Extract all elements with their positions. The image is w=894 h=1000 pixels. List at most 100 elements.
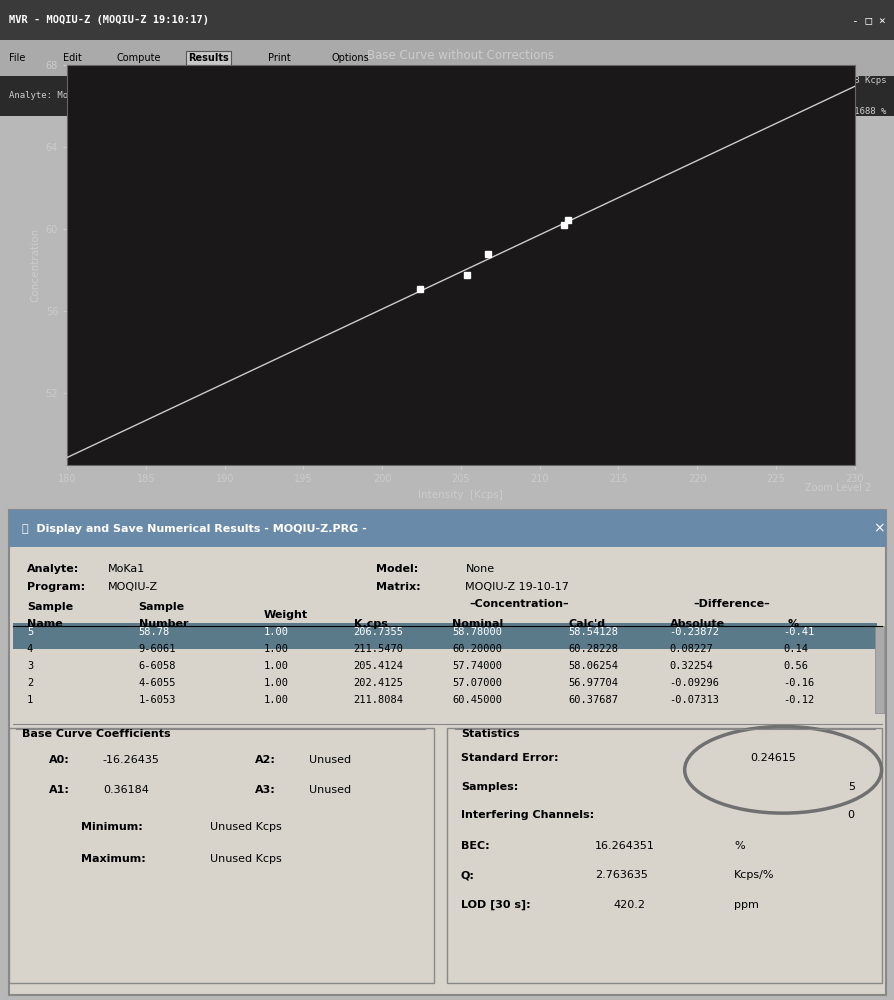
Text: Statistics: Statistics: [460, 729, 519, 739]
Bar: [0, 76, 894, 116]
Text: 0.32254: 0.32254: [669, 661, 713, 671]
Text: 58.06254: 58.06254: [568, 661, 618, 671]
Text: 60.45000: 60.45000: [451, 695, 502, 705]
Bar: [13, 623, 876, 649]
Text: 58.54128: 58.54128: [568, 627, 618, 637]
Bar: [0, 40, 894, 76]
Text: 1: 1: [27, 695, 33, 705]
Text: 58.78: 58.78: [139, 627, 170, 637]
Text: -0.12: -0.12: [782, 695, 814, 705]
Text: Absolute: Absolute: [669, 619, 724, 629]
Text: 58.78000: 58.78000: [451, 627, 502, 637]
Text: Number: Number: [139, 619, 188, 629]
Text: 57.07000: 57.07000: [451, 678, 502, 688]
Text: File: File: [9, 53, 25, 63]
Text: Maximum:: Maximum:: [80, 854, 145, 864]
Text: -0.07313: -0.07313: [669, 695, 719, 705]
Text: 0.14: 0.14: [782, 644, 807, 654]
Text: Print: Print: [268, 53, 291, 63]
Text: 9-6061: 9-6061: [139, 644, 176, 654]
Text: Standard Error:: Standard Error:: [460, 753, 558, 763]
Text: Analyte:: Analyte:: [27, 564, 79, 574]
Text: 183.568 Kcps: 183.568 Kcps: [821, 76, 885, 85]
Text: Program:: Program:: [27, 582, 85, 592]
Text: Calc'd: Calc'd: [568, 619, 604, 629]
Text: 4-6055: 4-6055: [139, 678, 176, 688]
Text: -0.09296: -0.09296: [669, 678, 719, 688]
Text: Unused: Unused: [308, 755, 350, 765]
Text: -16.26435: -16.26435: [103, 755, 160, 765]
Text: 1.00: 1.00: [264, 644, 289, 654]
Text: 202.4125: 202.4125: [353, 678, 403, 688]
Text: Unused: Unused: [308, 785, 350, 795]
Text: 2.763635: 2.763635: [595, 870, 647, 880]
Text: Results: Results: [188, 53, 229, 63]
Text: Sample: Sample: [27, 602, 73, 612]
Text: Model:: Model:: [375, 564, 417, 574]
Text: 206.7355: 206.7355: [353, 627, 403, 637]
Text: Matrix:: Matrix:: [375, 582, 420, 592]
Text: A3:: A3:: [255, 785, 275, 795]
Text: Compute: Compute: [116, 53, 161, 63]
Text: MOQIU-Z: MOQIU-Z: [107, 582, 157, 592]
Text: Edit: Edit: [63, 53, 81, 63]
Text: 2: 2: [27, 678, 33, 688]
Text: Sample: Sample: [139, 602, 185, 612]
Text: 16.264351: 16.264351: [595, 841, 654, 851]
Text: Options: Options: [331, 53, 368, 63]
FancyBboxPatch shape: [9, 728, 434, 983]
Text: %: %: [787, 619, 797, 629]
Text: 211.5470: 211.5470: [353, 644, 403, 654]
Text: MOQIU-Z 19-10-17: MOQIU-Z 19-10-17: [465, 582, 569, 592]
Text: Q:: Q:: [460, 870, 475, 880]
Text: Kcps/%: Kcps/%: [733, 870, 773, 880]
Text: MoKa1: MoKa1: [107, 564, 145, 574]
Text: -0.23872: -0.23872: [669, 627, 719, 637]
Text: 3: 3: [27, 661, 33, 671]
Y-axis label: Concentration: Concentration: [30, 228, 40, 302]
Text: –Concentration–: –Concentration–: [469, 599, 569, 609]
Text: 4: 4: [27, 644, 33, 654]
Text: 60.1688 %: 60.1688 %: [837, 107, 885, 116]
Text: Unused Kcps: Unused Kcps: [210, 854, 282, 864]
Text: –Difference–: –Difference–: [693, 599, 770, 609]
Title: Base Curve without Corrections: Base Curve without Corrections: [367, 49, 553, 62]
Text: ⓘ  Display and Save Numerical Results - MOQIU-Z.PRG -: ⓘ Display and Save Numerical Results - M…: [22, 524, 367, 534]
Text: A0:: A0:: [49, 755, 70, 765]
Text: Interfering Channels:: Interfering Channels:: [460, 810, 594, 820]
Text: 205.4124: 205.4124: [353, 661, 403, 671]
Text: 1.00: 1.00: [264, 678, 289, 688]
Bar: [874, 626, 883, 713]
Text: 0.24615: 0.24615: [749, 753, 795, 763]
Text: Samples:: Samples:: [460, 782, 518, 792]
Text: ×: ×: [872, 522, 883, 536]
Text: A2:: A2:: [255, 755, 275, 765]
Text: ppm: ppm: [733, 900, 758, 910]
Text: 5: 5: [847, 782, 854, 792]
Text: Minimum:: Minimum:: [80, 822, 142, 832]
Text: Name: Name: [27, 619, 63, 629]
Text: 0: 0: [847, 810, 854, 820]
Text: -0.41: -0.41: [782, 627, 814, 637]
Text: - □ ×: - □ ×: [851, 15, 885, 25]
Text: Nominal: Nominal: [451, 619, 502, 629]
Text: BEC:: BEC:: [460, 841, 489, 851]
Text: 1-6053: 1-6053: [139, 695, 176, 705]
Text: Analyte: MoKa1  LOD (30s): 420.2 ppm  BEC: 16.264 %  Q: 2.764 Kcps/%  SEE: 0.246: Analyte: MoKa1 LOD (30s): 420.2 ppm BEC:…: [9, 91, 443, 100]
Text: 60.20000: 60.20000: [451, 644, 502, 654]
FancyBboxPatch shape: [447, 728, 881, 983]
Text: MVR - MOQIU-Z (MOQIU-Z 19:10:17): MVR - MOQIU-Z (MOQIU-Z 19:10:17): [9, 15, 208, 25]
Text: Unused Kcps: Unused Kcps: [210, 822, 282, 832]
Text: A1:: A1:: [49, 785, 70, 795]
X-axis label: Intensity  [Kcps]: Intensity [Kcps]: [418, 490, 502, 500]
Text: Base Curve Coefficients: Base Curve Coefficients: [22, 729, 171, 739]
Text: None: None: [465, 564, 494, 574]
Text: 1.00: 1.00: [264, 627, 289, 637]
Text: 60.28228: 60.28228: [568, 644, 618, 654]
Text: -0.16: -0.16: [782, 678, 814, 688]
Bar: [0, 0, 894, 40]
Text: 211.8084: 211.8084: [353, 695, 403, 705]
Text: 60.37687: 60.37687: [568, 695, 618, 705]
Text: Weight: Weight: [264, 610, 308, 620]
Text: %: %: [733, 841, 744, 851]
